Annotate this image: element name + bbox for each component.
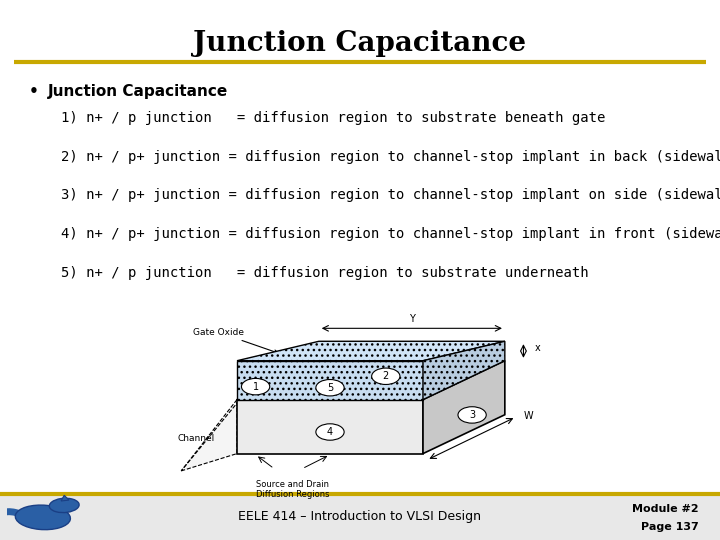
Text: 4) n+ / p+ junction = diffusion region to channel-stop implant in front (sidewal: 4) n+ / p+ junction = diffusion region t… [61, 227, 720, 241]
Text: 5) n+ / p junction   = diffusion region to substrate underneath: 5) n+ / p junction = diffusion region to… [61, 266, 589, 280]
Ellipse shape [15, 505, 71, 530]
Polygon shape [237, 361, 505, 400]
Polygon shape [237, 361, 423, 400]
Text: 1: 1 [253, 382, 258, 392]
Text: 4: 4 [327, 427, 333, 437]
Text: Channel: Channel [177, 434, 215, 443]
Polygon shape [237, 400, 423, 454]
Polygon shape [61, 495, 69, 501]
Text: Junction Capacitance: Junction Capacitance [194, 30, 526, 57]
Text: 2) n+ / p+ junction = diffusion region to channel-stop implant in back (sidewall: 2) n+ / p+ junction = diffusion region t… [61, 150, 720, 164]
Polygon shape [423, 361, 505, 454]
Circle shape [458, 407, 486, 423]
Text: Source and Drain
Diffusion Regions: Source and Drain Diffusion Regions [256, 480, 330, 499]
Text: W: W [523, 411, 533, 421]
Ellipse shape [50, 498, 79, 512]
Text: EELE 414 – Introduction to VLSI Design: EELE 414 – Introduction to VLSI Design [238, 510, 482, 523]
Text: 1) n+ / p junction   = diffusion region to substrate beneath gate: 1) n+ / p junction = diffusion region to… [61, 111, 606, 125]
Text: 2: 2 [382, 372, 389, 381]
Text: x: x [534, 343, 540, 353]
Polygon shape [423, 341, 505, 400]
Text: Page 137: Page 137 [641, 522, 698, 531]
Text: 3: 3 [469, 410, 475, 420]
Polygon shape [237, 341, 505, 361]
Text: 5: 5 [327, 383, 333, 393]
Circle shape [316, 424, 344, 440]
Text: Module #2: Module #2 [631, 504, 698, 514]
Polygon shape [181, 372, 263, 471]
Text: Y: Y [409, 314, 415, 324]
Text: Gate Oxide: Gate Oxide [193, 328, 278, 354]
Bar [0, 494, 720, 540]
Text: •: • [29, 84, 39, 99]
Text: Junction Capacitance: Junction Capacitance [48, 84, 228, 99]
Circle shape [372, 368, 400, 384]
Text: 3) n+ / p+ junction = diffusion region to channel-stop implant on side (sidewall: 3) n+ / p+ junction = diffusion region t… [61, 188, 720, 202]
Circle shape [241, 379, 270, 395]
Circle shape [316, 380, 344, 396]
